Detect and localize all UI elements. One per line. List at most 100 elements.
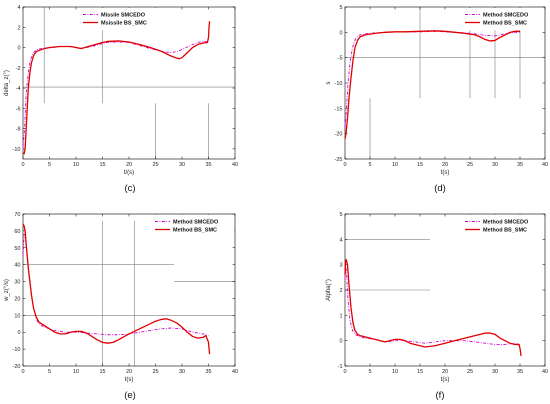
y-tick-label: 5 — [339, 5, 342, 11]
y-tick-label: 50 — [14, 246, 20, 252]
series-line-smcedo — [344, 266, 521, 345]
legend-label: Method BS_SMC — [173, 228, 217, 234]
x-tick-label: 30 — [492, 369, 498, 375]
x-tick-label: 0 — [21, 162, 24, 168]
x-tick-label: 0 — [343, 369, 346, 375]
x-tick-label: 10 — [73, 162, 79, 168]
x-tick-label: 25 — [467, 369, 473, 375]
x-tick-label: 35 — [517, 162, 523, 168]
x-tick-label: 40 — [232, 162, 238, 168]
y-tick-label: -4 — [16, 86, 21, 92]
x-tick-label: 20 — [126, 369, 132, 375]
chart-panel: 0 5 10 15 20 25 30 35 40 -20 -10 0 10 20 30 40 50 60 70 t(s… — [4, 212, 238, 401]
y-tick-label: -10 — [13, 147, 21, 153]
x-tick-label: 0 — [343, 162, 346, 168]
x-axis-label: t(s) — [441, 377, 450, 383]
y-tick-label: -15 — [335, 106, 343, 112]
x-tick-label: 5 — [368, 162, 371, 168]
y-tick-label: -6 — [16, 106, 21, 112]
x-tick-label: 35 — [517, 369, 523, 375]
x-tick-label: 15 — [417, 369, 423, 375]
x-tick-label: 40 — [542, 369, 548, 375]
x-tick-label: 20 — [442, 369, 448, 375]
y-tick-label: 40 — [14, 263, 20, 269]
legend-label: Msissile BS_SMC — [101, 21, 147, 27]
x-tick-label: 5 — [48, 369, 51, 375]
y-tick-label: 2 — [17, 25, 20, 31]
chart-panel: 0 5 10 15 20 25 30 35 40 -10 -8 -6 -4 -2 0 2 4 t/(s) delta… — [4, 5, 238, 194]
y-tick-label: 0 — [339, 30, 342, 36]
x-tick-label: 5 — [48, 162, 51, 168]
legend: Method SMCEDO Method BS_SMC — [461, 7, 545, 31]
legend-box — [461, 214, 545, 238]
series-line-smcedo — [344, 30, 520, 129]
x-tick-label: 5 — [368, 369, 371, 375]
y-tick-label: -5 — [338, 56, 343, 62]
y-axis-label: w_z(°/s) — [4, 279, 10, 302]
y-tick-label: 2 — [339, 288, 342, 294]
series-line-bs-smc — [344, 258, 522, 356]
x-tick-label: 30 — [492, 162, 498, 168]
x-axis-label: t/(s) — [124, 170, 134, 176]
y-tick-label: -20 — [13, 364, 21, 370]
x-tick-label: 25 — [152, 162, 158, 168]
x-tick-label: 20 — [442, 162, 448, 168]
series-line-smcedo — [22, 233, 209, 337]
y-tick-label: -2 — [16, 66, 21, 72]
legend-label: Method SMCEDO — [173, 220, 219, 226]
legend-label: Missile SMCEDO — [101, 13, 146, 19]
y-tick-label: -25 — [335, 157, 343, 163]
series-line-bs-smc — [22, 21, 211, 155]
y-tick-label: -10 — [13, 347, 21, 353]
x-tick-label: 15 — [99, 369, 105, 375]
legend-label: Method SMCEDO — [483, 220, 529, 226]
y-axis-label: delta_z(°) — [4, 70, 10, 96]
y-tick-label: -8 — [16, 127, 21, 133]
legend-box — [461, 7, 545, 31]
y-tick-label: 4 — [17, 5, 20, 11]
x-tick-label: 20 — [126, 162, 132, 168]
x-tick-label: 15 — [417, 162, 423, 168]
panel-caption: (f) — [436, 390, 445, 401]
series-line-smcedo — [22, 41, 207, 147]
y-tick-label: 60 — [14, 229, 20, 235]
legend: Missile SMCEDO Msissile BS_SMC — [79, 7, 163, 31]
x-tick-label: 0 — [21, 369, 24, 375]
y-axis-label: s — [326, 82, 332, 85]
x-tick-label: 40 — [232, 369, 238, 375]
x-tick-label: 40 — [542, 162, 548, 168]
series-line-bs-smc — [22, 223, 211, 355]
legend-label: Method SMCEDO — [483, 13, 529, 19]
x-tick-label: 35 — [205, 369, 211, 375]
y-tick-label: -1 — [338, 364, 343, 370]
y-tick-label: 5 — [339, 212, 342, 218]
legend-label: Method BS_SMC — [483, 228, 527, 234]
y-tick-label: 30 — [14, 280, 20, 286]
y-tick-label: 20 — [14, 296, 20, 302]
y-tick-label: 4 — [339, 237, 342, 243]
x-axis-label: t(s) — [441, 170, 450, 176]
legend-box — [79, 7, 163, 31]
y-tick-label: 0 — [339, 339, 342, 345]
x-tick-label: 30 — [179, 162, 185, 168]
panel-caption: (d) — [434, 183, 446, 194]
y-tick-label: 10 — [14, 313, 20, 319]
panel-caption: (c) — [124, 183, 135, 194]
y-tick-label: 0 — [17, 330, 20, 336]
x-axis-label: t(s) — [125, 377, 134, 383]
chart-panel: 0 5 10 15 20 25 30 35 40-1012345t(s)Alpha(°)Meth… — [326, 212, 548, 401]
x-tick-label: 10 — [392, 162, 398, 168]
x-tick-label: 30 — [179, 369, 185, 375]
panel-caption: (e) — [124, 390, 136, 401]
x-tick-label: 15 — [99, 162, 105, 168]
y-tick-label: 70 — [14, 212, 20, 218]
series-line-bs-smc — [344, 30, 520, 139]
x-tick-label: 10 — [392, 369, 398, 375]
legend: Method SMCEDO Method BS_SMC — [151, 214, 235, 238]
legend-box — [151, 214, 235, 238]
y-tick-label: -20 — [335, 132, 343, 138]
x-tick-label: 25 — [152, 369, 158, 375]
y-tick-label: -10 — [335, 81, 343, 87]
y-axis-label: Alpha(°) — [326, 279, 332, 301]
